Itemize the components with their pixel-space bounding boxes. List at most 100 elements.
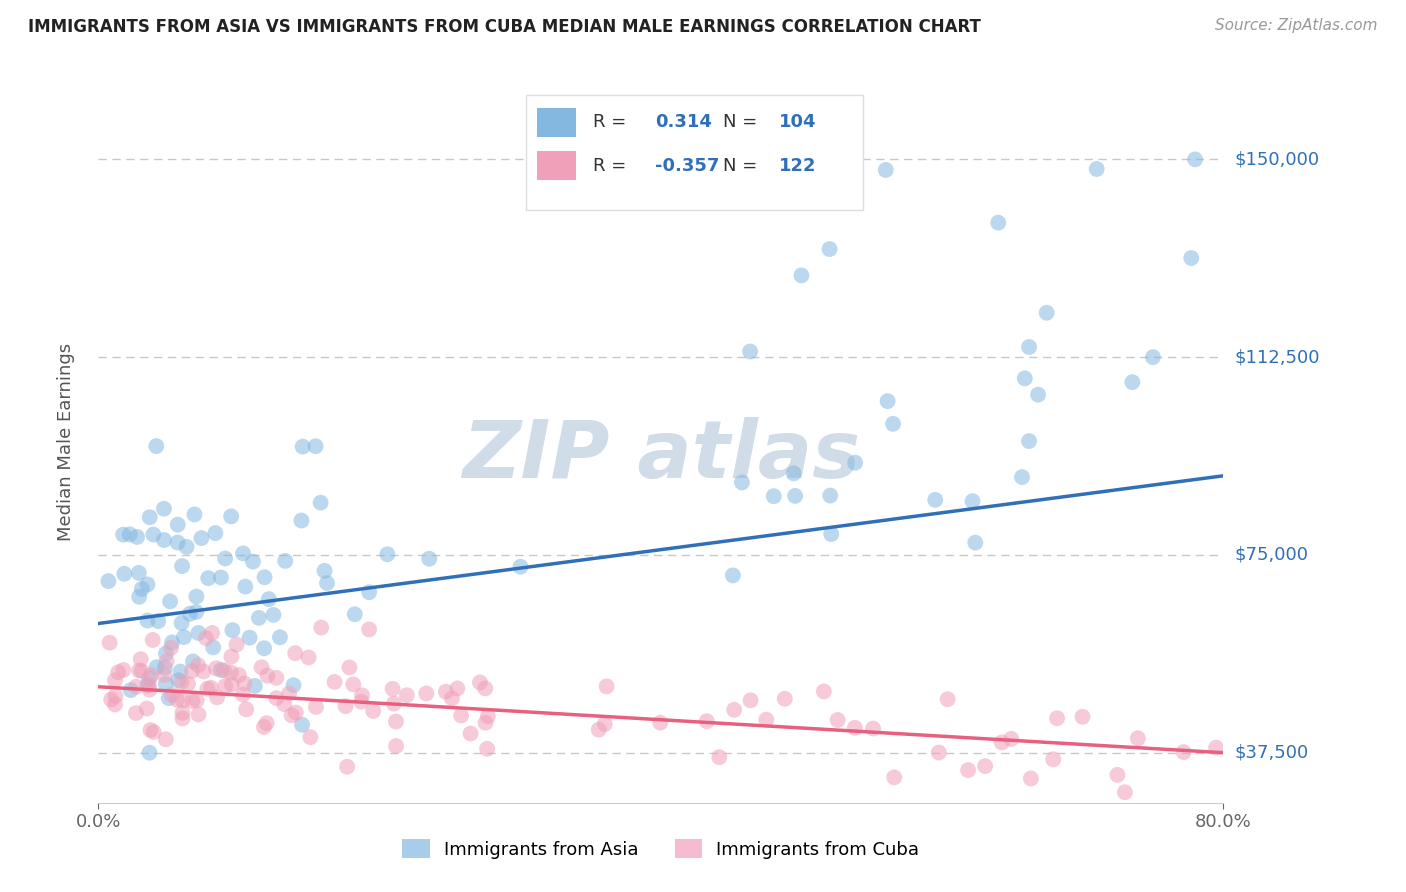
Point — [1018, 340, 1040, 354]
Point — [166, 535, 188, 549]
Point — [1026, 387, 1049, 401]
Point — [247, 611, 270, 625]
Text: $112,500: $112,500 — [1234, 348, 1320, 366]
Point — [233, 676, 256, 690]
Point — [219, 665, 242, 680]
Point — [125, 706, 148, 720]
Point — [160, 640, 183, 655]
Point — [136, 577, 159, 591]
Point — [155, 677, 177, 691]
Point — [381, 681, 404, 696]
Point — [991, 735, 1014, 749]
Point — [176, 540, 198, 554]
Point — [721, 568, 744, 582]
Point — [359, 585, 381, 599]
Point — [153, 668, 176, 682]
Point — [818, 242, 841, 256]
Point — [139, 668, 162, 682]
Point — [172, 706, 194, 720]
Point — [820, 527, 842, 541]
Point — [782, 467, 804, 481]
Point — [139, 723, 162, 737]
Point — [284, 646, 307, 660]
Point — [125, 680, 148, 694]
Text: Source: ZipAtlas.com: Source: ZipAtlas.com — [1215, 18, 1378, 33]
Point — [209, 663, 232, 677]
Text: R =: R = — [593, 156, 627, 175]
Point — [186, 605, 208, 619]
Point — [785, 489, 807, 503]
Point — [120, 683, 142, 698]
Point — [186, 693, 208, 707]
Point — [283, 678, 305, 692]
Point — [1085, 161, 1108, 176]
Point — [278, 687, 301, 701]
Point — [228, 668, 250, 682]
Point — [142, 632, 165, 647]
Point — [709, 750, 731, 764]
Point — [253, 641, 276, 656]
Point — [214, 679, 236, 693]
Point — [256, 669, 278, 683]
Point — [876, 394, 898, 409]
Point — [790, 268, 813, 283]
Point — [200, 681, 222, 695]
Point — [875, 163, 897, 178]
Point — [936, 692, 959, 706]
Point — [100, 692, 122, 706]
Point — [219, 509, 242, 524]
FancyBboxPatch shape — [537, 151, 576, 180]
Point — [1180, 251, 1202, 265]
Point — [153, 501, 176, 516]
Point — [1121, 375, 1143, 389]
Point — [181, 655, 204, 669]
Point — [239, 631, 262, 645]
Point — [166, 517, 188, 532]
Point — [343, 607, 366, 622]
Point — [1114, 785, 1136, 799]
Point — [361, 704, 384, 718]
Point — [385, 714, 408, 729]
Text: -0.357: -0.357 — [655, 156, 720, 175]
Point — [377, 547, 399, 561]
Point — [1019, 772, 1042, 786]
Point — [256, 716, 278, 731]
Point — [131, 664, 153, 678]
Point — [395, 688, 418, 702]
Point — [434, 684, 457, 698]
Point — [235, 580, 257, 594]
Point — [232, 546, 254, 560]
Point — [160, 635, 183, 649]
Text: N =: N = — [723, 156, 756, 175]
Point — [450, 708, 472, 723]
Point — [112, 527, 135, 541]
Point — [159, 594, 181, 608]
Point — [274, 554, 297, 568]
Point — [197, 571, 219, 585]
Point — [316, 576, 339, 591]
Point — [740, 344, 762, 359]
Point — [269, 630, 291, 644]
Text: 122: 122 — [779, 156, 817, 175]
Point — [136, 614, 159, 628]
Point — [266, 671, 288, 685]
Text: 104: 104 — [779, 113, 817, 131]
FancyBboxPatch shape — [537, 108, 576, 136]
Point — [1035, 306, 1057, 320]
Point — [142, 527, 165, 541]
Point — [740, 693, 762, 707]
Point — [755, 713, 778, 727]
Point — [201, 626, 224, 640]
Point — [593, 717, 616, 731]
Y-axis label: Median Male Earnings: Median Male Earnings — [56, 343, 75, 541]
Point — [266, 691, 288, 706]
Point — [291, 718, 314, 732]
Point — [104, 698, 127, 712]
Point — [177, 677, 200, 691]
Point — [1071, 710, 1094, 724]
Point — [273, 697, 295, 711]
Point — [225, 638, 247, 652]
Text: $150,000: $150,000 — [1234, 151, 1319, 169]
Point — [418, 551, 440, 566]
Point — [1014, 371, 1036, 385]
